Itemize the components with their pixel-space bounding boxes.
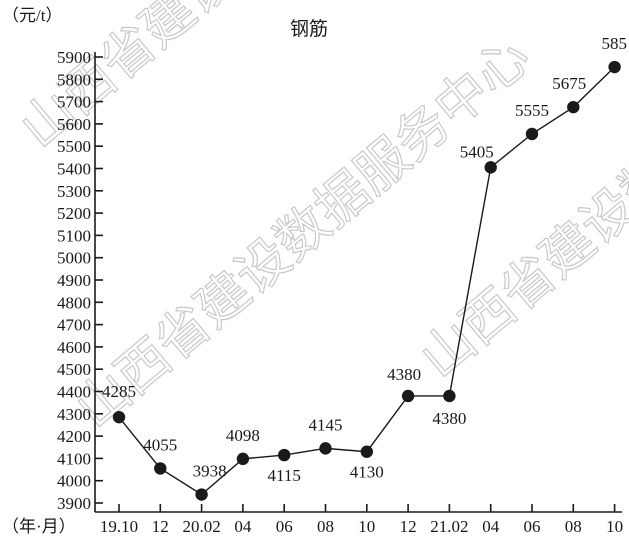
x-axis-unit-label: （年·月）	[2, 517, 76, 536]
y-tick-label: 5400	[57, 160, 91, 179]
data-label: 4380	[387, 365, 421, 384]
data-labels: 4285 4055 3938 4098 4115 4145 4130 4380 4380 5405…	[102, 34, 627, 485]
y-tick-label: 4000	[57, 472, 91, 491]
data-label: 5675	[552, 74, 586, 93]
data-label: 3938	[193, 462, 227, 481]
data-point	[484, 161, 497, 174]
x-tick-label: 08	[317, 517, 334, 536]
watermark: 山西省建设数据服务中心 山西省建设数据服务中心 山西省建设数据服务中心	[9, 0, 629, 441]
data-label: 4098	[226, 426, 260, 445]
data-point	[112, 410, 126, 424]
y-tick-label: 3900	[57, 494, 91, 513]
x-ticks: 19.10 12 20.02 04 06 08 10 12 21.02 04 06 08 10	[100, 504, 623, 536]
data-label: 585	[602, 34, 628, 53]
data-point	[278, 448, 291, 462]
y-tick-label: 5300	[57, 182, 91, 201]
x-tick-label: 06	[524, 517, 541, 536]
data-point	[236, 452, 250, 466]
data-point	[443, 389, 456, 403]
data-label: 4130	[350, 463, 384, 482]
data-point	[401, 389, 415, 403]
y-tick-label: 4600	[57, 338, 91, 357]
data-label: 4115	[268, 466, 301, 485]
y-tick-label: 5700	[57, 93, 91, 112]
data-point	[567, 100, 580, 114]
x-tick-label: 19.10	[100, 517, 138, 536]
data-label: 5405	[460, 142, 494, 161]
data-point	[319, 442, 332, 455]
watermark-text: 山西省建设数据服务中心	[65, 26, 542, 440]
x-tick-label: 06	[276, 517, 293, 536]
data-label: 4380	[432, 409, 466, 428]
y-tick-label: 4900	[57, 271, 91, 290]
y-tick-label: 4700	[57, 316, 91, 335]
y-tick-label: 5500	[57, 137, 91, 156]
data-label: 4145	[309, 415, 343, 434]
y-tick-label: 4300	[57, 405, 91, 424]
y-tick-label: 5200	[57, 204, 91, 223]
y-tick-label: 5900	[57, 48, 91, 67]
y-axis-unit-label: （元/t）	[2, 6, 62, 25]
x-tick-label: 10	[606, 517, 623, 536]
y-tick-label: 5800	[57, 70, 91, 89]
y-tick-label: 5000	[57, 249, 91, 268]
data-point	[195, 488, 208, 501]
data-label: 4055	[143, 435, 177, 454]
x-tick-label: 21.02	[430, 517, 468, 536]
data-point	[154, 462, 167, 475]
y-tick-label: 5600	[57, 115, 91, 134]
data-point	[525, 127, 539, 141]
series	[112, 60, 621, 501]
y-tick-label: 4100	[57, 449, 91, 468]
data-point	[608, 60, 621, 74]
x-tick-label: 20.02	[182, 517, 220, 536]
data-point	[360, 445, 373, 458]
y-tick-label: 5100	[57, 226, 91, 245]
y-tick-label: 4200	[57, 427, 91, 446]
data-label: 4285	[102, 382, 136, 401]
data-label: 5555	[515, 101, 549, 120]
x-tick-label: 08	[565, 517, 582, 536]
x-tick-label: 04	[482, 517, 500, 536]
y-tick-label: 4500	[57, 360, 91, 379]
y-ticks: 3900 4000 4100 4200 4300 4400 4500 4600 4700 4800…	[57, 48, 103, 513]
x-tick-label: 04	[234, 517, 252, 536]
y-tick-label: 4800	[57, 293, 91, 312]
x-tick-label: 12	[152, 517, 169, 536]
y-tick-label: 4400	[57, 383, 91, 402]
chart-title: 钢筋	[290, 18, 328, 40]
x-tick-label: 10	[358, 517, 375, 536]
x-tick-label: 12	[400, 517, 417, 536]
